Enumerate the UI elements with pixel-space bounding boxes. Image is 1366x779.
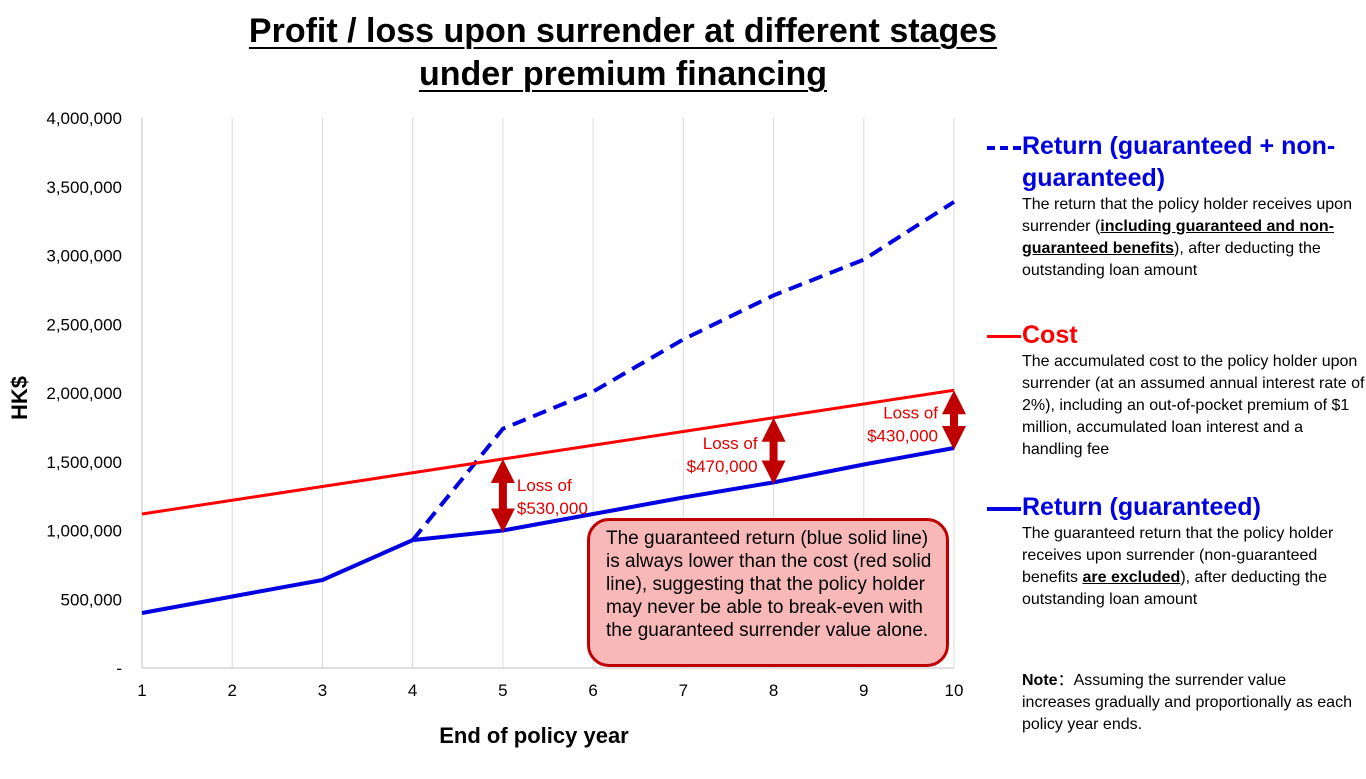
loss-label-line1: Loss of [883, 403, 938, 422]
legend-dashed-return: Return (guaranteed + non-guaranteed) The… [985, 130, 1365, 282]
y-tick-label: 2,000,000 [46, 384, 122, 403]
solid-blue-line-swatch [987, 507, 1021, 511]
legend-guaranteed-desc: The guaranteed return that the policy ho… [985, 523, 1365, 611]
series-line-2 [141, 446, 955, 615]
y-tick-label: 3,000,000 [46, 247, 122, 266]
legend-guaranteed-desc-pre: The guaranteed return that the policy ho… [1022, 525, 1334, 586]
legend-dashed-title-text: Return (guaranteed + non-guaranteed) [1022, 132, 1336, 192]
loss-label-line2: $430,000 [867, 426, 938, 445]
legend-cost-desc: The accumulated cost to the policy holde… [1022, 353, 1365, 458]
x-tick-label: 9 [859, 681, 868, 700]
axes: - 500,000 1,000,000 1,500,000 2,000,000 2,500… [46, 109, 963, 700]
x-tick-label: 5 [498, 681, 507, 700]
legend-guaranteed-desc-post: ), after deducting the outstanding loan … [1022, 569, 1328, 608]
y-tick-label: 1,500,000 [46, 453, 122, 472]
y-tick-label: 4,000,000 [46, 109, 122, 128]
x-tick-label: 8 [769, 681, 778, 700]
x-tick-label: 1 [137, 681, 146, 700]
legend-dashed-desc-bold: including guaranteed and non-guaranteed … [1022, 218, 1335, 257]
x-tick-label: 2 [227, 681, 236, 700]
legend-cost-title-text: Cost [1022, 321, 1078, 349]
legend-guaranteed-return: Return (guaranteed) The guaranteed retur… [985, 491, 1365, 611]
loss-label-line1: Loss of [517, 476, 572, 495]
x-tick-label: 6 [588, 681, 597, 700]
x-tick-label: 7 [679, 681, 688, 700]
x-tick-label: 4 [408, 681, 417, 700]
legend-cost: Cost The accumulated cost to the policy … [985, 319, 1365, 461]
note-separator: ： [1057, 672, 1074, 689]
note-label: Note [1022, 672, 1058, 689]
y-tick-label: 500,000 [61, 590, 122, 609]
note-text: Assuming the surrender value increases g… [1022, 672, 1352, 733]
loss-label-line2: $530,000 [517, 499, 588, 518]
x-tick-label: 3 [318, 681, 327, 700]
series-line-0 [411, 200, 956, 542]
series-line-1 [141, 388, 955, 516]
y-tick-label: 1,000,000 [46, 522, 122, 541]
legend-dashed-desc-post: ), after deducting the outstanding loan … [1022, 240, 1321, 279]
legend-guaranteed-desc-bold: are excluded [1082, 569, 1181, 586]
loss-label-line2: $470,000 [687, 457, 758, 476]
legend-cost-title: Cost [985, 319, 1365, 351]
loss-annotations: Loss of $530,000 Loss of $470,000 Loss of $43… [490, 390, 966, 533]
series [141, 200, 956, 615]
callout-box: The guaranteed return (blue solid line) … [587, 518, 949, 667]
solid-red-line-swatch [987, 335, 1021, 338]
dashed-line-swatch [987, 146, 1021, 150]
chart-title-line2: under premium financing [418, 55, 828, 93]
x-axis-title: End of policy year [439, 723, 629, 748]
y-axis-title: HK$ [7, 376, 32, 420]
footnote: Note：Assuming the surrender value increa… [1022, 670, 1352, 736]
x-tick-label: 10 [945, 681, 964, 700]
chart-title: Profit / loss upon surrender at differen… [160, 10, 1086, 96]
legend-guaranteed-title-text: Return (guaranteed) [1022, 493, 1261, 521]
y-tick-label: - [116, 659, 122, 678]
legend-dashed-desc-pre: The return that the policy holder receiv… [1022, 196, 1352, 235]
y-tick-label: 2,500,000 [46, 315, 122, 334]
chart-title-line1: Profit / loss upon surrender at differen… [248, 12, 998, 50]
loss-label-line1: Loss of [703, 434, 758, 453]
legend-dashed-title: Return (guaranteed + non-guaranteed) [985, 130, 1365, 194]
legend-dashed-desc: The return that the policy holder receiv… [985, 194, 1365, 282]
y-tick-label: 3,500,000 [46, 178, 122, 197]
legend-guaranteed-title: Return (guaranteed) [985, 491, 1365, 523]
